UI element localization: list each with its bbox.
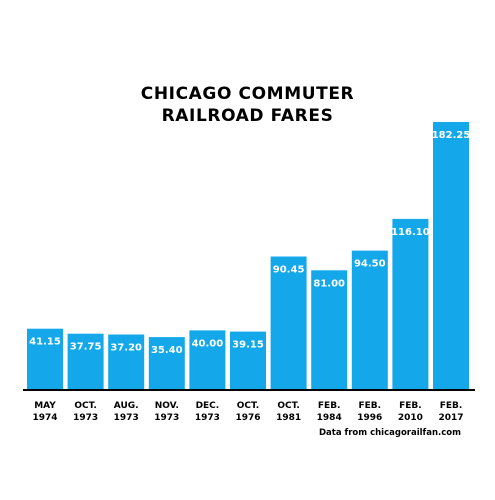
source-note: Data from chicagorailfan.com	[318, 428, 461, 438]
x-tick-label-3-0: NOV.	[155, 401, 179, 411]
x-tick-label-5-0: OCT.	[237, 401, 259, 411]
x-tick-label-7-0: FEB.	[318, 401, 341, 411]
value-label-1: 37.75	[70, 342, 102, 353]
value-label-0: 41.15	[29, 337, 61, 348]
value-label-2: 37.20	[110, 343, 142, 354]
bars-group	[27, 122, 469, 389]
x-tick-label-8-1: 1996	[357, 413, 382, 423]
value-label-5: 39.15	[232, 340, 264, 351]
x-tick-label-8-0: FEB.	[359, 401, 382, 411]
x-tick-label-0-1: 1974	[32, 413, 57, 423]
value-label-6: 90.45	[273, 265, 305, 276]
x-tick-label-3-1: 1973	[154, 413, 179, 423]
value-labels-group: 41.15 37.75 37.20 35.40 40.00 39.15 90.45 81.00…	[29, 130, 470, 356]
x-tick-label-10-1: 2017	[438, 413, 463, 423]
bar-6	[270, 256, 307, 389]
x-tick-label-1-1: 1973	[73, 413, 98, 423]
x-tick-label-4-1: 1973	[195, 413, 220, 423]
bar-5	[230, 331, 266, 389]
chart-title-line-2: RAILROAD FARES	[161, 106, 334, 126]
bar-9	[392, 218, 429, 389]
x-tick-label-4-0: DEC.	[196, 401, 220, 411]
chart-title-line-1: CHICAGO COMMUTER	[140, 84, 355, 104]
bar-1	[67, 333, 104, 389]
bar-7	[311, 270, 348, 389]
x-tick-label-10-0: FEB.	[440, 401, 463, 411]
x-tick-label-7-1: 1984	[317, 413, 342, 423]
x-tick-label-2-0: AUG.	[114, 401, 139, 411]
x-tick-label-2-1: 1973	[114, 413, 139, 423]
bar-4	[189, 330, 226, 389]
x-tick-label-9-0: FEB.	[399, 401, 422, 411]
x-tick-label-5-1: 1976	[235, 413, 260, 423]
bar-0	[27, 328, 63, 389]
x-tick-label-9-1: 2010	[398, 413, 423, 423]
x-tick-label-6-1: 1981	[276, 413, 301, 423]
bar-8	[351, 250, 388, 389]
bar-10	[433, 122, 469, 389]
value-label-4: 40.00	[192, 338, 224, 349]
bar-3	[148, 337, 185, 389]
x-tick-label-1-0: OCT.	[74, 401, 96, 411]
x-tick-labels-group: MAY 1974 OCT. 1973 AUG. 1973 NOV. 1973 DEC. 1973 O…	[32, 401, 463, 423]
bar-2	[108, 334, 145, 389]
value-label-8: 94.50	[354, 259, 386, 270]
value-label-9: 116.10	[391, 227, 430, 238]
value-label-3: 35.40	[151, 345, 183, 356]
x-tick-label-6-0: OCT.	[277, 401, 299, 411]
x-tick-label-0-0: MAY	[34, 401, 56, 411]
value-label-10: 182.25	[432, 130, 471, 141]
value-label-7: 81.00	[313, 278, 345, 289]
